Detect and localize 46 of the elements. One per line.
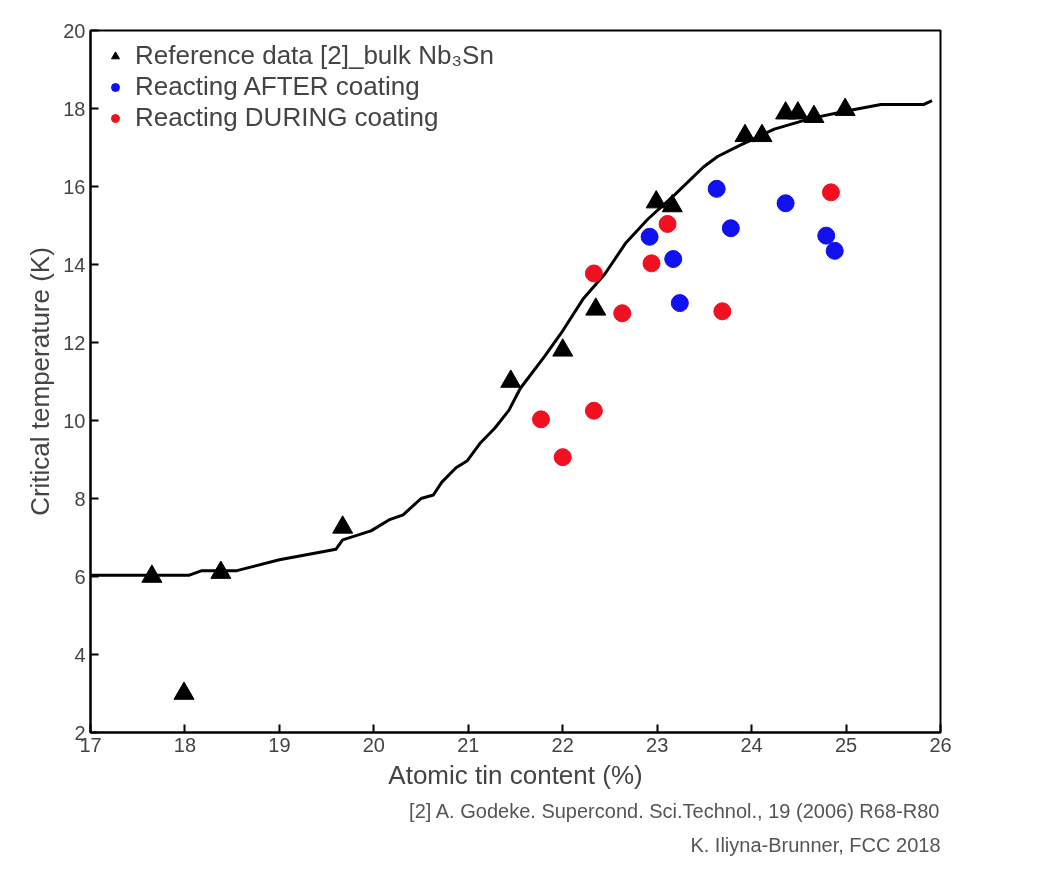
legend-label: Reacting DURING coating bbox=[135, 102, 439, 133]
point bbox=[210, 560, 232, 579]
y-tick-label: 6 bbox=[74, 565, 86, 588]
x-tick-label: 21 bbox=[457, 733, 480, 756]
point bbox=[707, 179, 726, 198]
x-tick-label: 24 bbox=[740, 733, 763, 756]
point bbox=[825, 241, 844, 260]
text: [2] A. Godeke. Supercond. Sci.Technol., 19 (2006) R68-R80 bbox=[409, 799, 940, 822]
point bbox=[721, 219, 740, 238]
x-tick-label: 19 bbox=[268, 733, 291, 756]
legend-label: Reference data [2]_bulk Nb₃Sn bbox=[135, 40, 494, 71]
point bbox=[664, 250, 683, 269]
point bbox=[613, 304, 632, 323]
x-tick-label: 23 bbox=[646, 733, 669, 756]
point bbox=[332, 515, 354, 534]
y-tick-label: 10 bbox=[63, 409, 86, 432]
x-axis-title: Atomic tin content (%) bbox=[388, 759, 643, 790]
x-tick-label: 22 bbox=[551, 733, 574, 756]
point bbox=[642, 254, 661, 273]
y-tick-label: 14 bbox=[63, 253, 86, 276]
text: K. Iliyna-Brunner, FCC 2018 bbox=[690, 833, 941, 856]
y-tick-label: 20 bbox=[63, 19, 86, 42]
y-axis-title: Critical temperature (K) bbox=[25, 247, 56, 516]
point bbox=[173, 681, 195, 700]
y-tick-label: 12 bbox=[63, 331, 86, 354]
point bbox=[532, 410, 550, 429]
point bbox=[584, 401, 603, 420]
point bbox=[821, 183, 840, 202]
point bbox=[776, 194, 795, 213]
point bbox=[817, 226, 836, 245]
point bbox=[713, 302, 732, 321]
point bbox=[670, 294, 689, 313]
point bbox=[640, 227, 659, 246]
legend-label: Reacting AFTER coating bbox=[135, 71, 420, 102]
point bbox=[584, 264, 603, 283]
point bbox=[553, 448, 572, 467]
y-tick-label: 8 bbox=[74, 487, 86, 510]
x-tick-label: 26 bbox=[929, 733, 952, 756]
y-tick-label: 4 bbox=[74, 643, 86, 666]
y-tick-label: 16 bbox=[63, 175, 86, 198]
point bbox=[141, 564, 163, 583]
point bbox=[658, 214, 677, 233]
x-tick-label: 18 bbox=[173, 733, 197, 756]
x-tick-label: 20 bbox=[362, 733, 385, 756]
y-tick-label: 18 bbox=[63, 97, 86, 120]
x-tick-label: 25 bbox=[834, 733, 858, 756]
